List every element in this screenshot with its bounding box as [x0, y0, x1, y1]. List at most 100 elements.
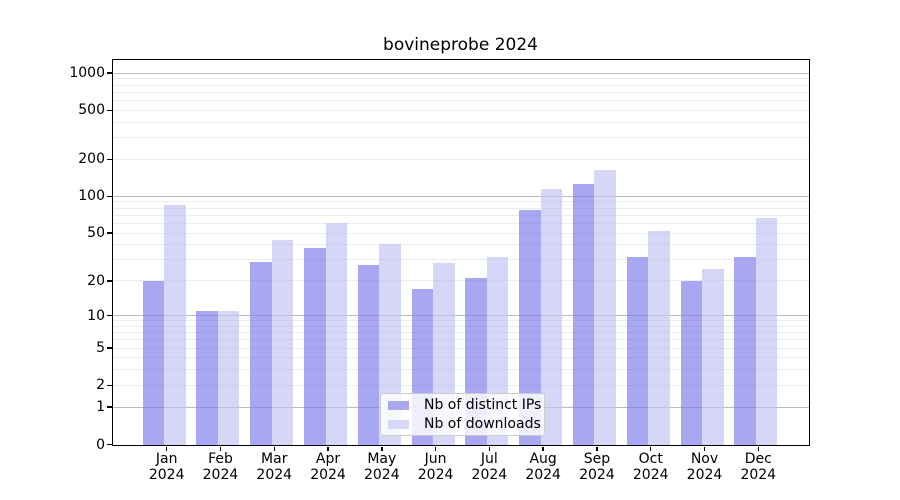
y-tick-label: 50 [87, 225, 105, 242]
gridline-minor [112, 201, 809, 203]
gridline-minor [112, 214, 809, 216]
x-tick-mark [596, 446, 598, 451]
y-tick-label: 1000 [69, 65, 105, 82]
gridline-minor [112, 244, 809, 246]
x-tick-mark [703, 446, 706, 451]
y-tick-mark [107, 109, 112, 111]
bar-distinct-ips [572, 183, 595, 445]
gridline-minor [112, 78, 809, 80]
bar-downloads [702, 269, 724, 445]
x-tick-mark [542, 446, 544, 451]
x-tick-label: Jul 2024 [471, 451, 508, 483]
gridline-minor [112, 121, 809, 123]
y-tick-label: 100 [78, 188, 105, 205]
y-tick-mark [107, 280, 112, 282]
y-tick-mark [107, 195, 112, 198]
y-tick-label: 1 [96, 399, 105, 416]
x-tick-label: Aug 2024 [525, 451, 561, 483]
x-tick-label: Jun 2024 [417, 451, 454, 483]
y-tick-label: 20 [87, 272, 105, 289]
gridline-minor [112, 207, 809, 209]
gridline-minor [112, 84, 809, 86]
gridline-minor [112, 222, 809, 224]
bar-downloads [755, 217, 778, 445]
x-tick-mark [757, 446, 760, 451]
y-tick-mark [107, 406, 112, 408]
x-tick-mark [381, 446, 383, 451]
x-tick-label: Dec 2024 [740, 451, 777, 483]
gridline-minor [112, 357, 809, 359]
plot-area [111, 59, 810, 446]
legend-label: Nb of distinct IPs [424, 397, 542, 413]
y-tick-label: 2 [96, 377, 105, 394]
bar-downloads [594, 169, 616, 445]
bar-distinct-ips [250, 261, 272, 445]
gridline-minor [112, 137, 809, 139]
bar-distinct-ips [734, 256, 756, 445]
y-tick-mark [107, 384, 112, 387]
bar-downloads [540, 189, 563, 445]
gridline-minor [112, 259, 809, 261]
gridline-minor [112, 332, 809, 334]
bar-distinct-ips [519, 209, 541, 445]
x-tick-label: Sep 2024 [579, 451, 615, 483]
x-tick-label: Nov 2024 [686, 451, 723, 483]
x-tick-label: Feb 2024 [202, 451, 239, 483]
legend: Nb of distinct IPs Nb of downloads [380, 393, 545, 436]
y-tick-mark [107, 158, 112, 161]
chart-title: bovineprobe 2024 [383, 35, 538, 55]
x-tick-mark [273, 446, 275, 451]
gridline-minor [112, 280, 809, 282]
x-tick-label: Oct 2024 [632, 451, 669, 483]
bar-distinct-ips [304, 247, 326, 445]
gridline-minor [112, 369, 809, 371]
x-tick-label: May 2024 [363, 451, 400, 483]
x-tick-mark [165, 446, 168, 451]
bar-downloads [217, 310, 240, 445]
bar-downloads [648, 231, 670, 445]
gridline-major [112, 195, 809, 197]
x-tick-label: Apr 2024 [310, 451, 346, 483]
y-tick-label: 5 [96, 340, 105, 357]
gridline-minor [112, 384, 809, 386]
bar-downloads [271, 239, 294, 445]
gridline-minor [112, 347, 809, 349]
gridline-minor [112, 339, 809, 341]
x-tick-mark [327, 446, 329, 451]
x-tick-mark [219, 446, 222, 451]
y-tick-mark [107, 72, 112, 74]
bar-distinct-ips [680, 280, 702, 445]
legend-label: Nb of downloads [424, 416, 541, 432]
gridline-minor [112, 91, 809, 93]
x-tick-label: Mar 2024 [256, 451, 293, 483]
gridline-major [112, 72, 809, 74]
gridline-major [112, 315, 809, 317]
x-tick-label: Jan 2024 [148, 451, 185, 483]
bar-distinct-ips [626, 256, 649, 445]
legend-item-downloads: Nb of downloads [381, 416, 544, 432]
legend-swatch-downloads [388, 419, 409, 429]
y-tick-mark [107, 443, 112, 446]
x-tick-mark [488, 446, 491, 451]
y-tick-label: 200 [78, 151, 105, 168]
bar-downloads [164, 205, 186, 445]
gridline-minor [112, 320, 809, 322]
legend-swatch-distinct-ips [388, 400, 409, 410]
y-tick-label: 500 [78, 102, 105, 119]
bar-downloads [325, 222, 348, 445]
x-tick-mark [434, 446, 437, 451]
gridline-minor [112, 99, 809, 101]
legend-item-distinct-ips: Nb of distinct IPs [381, 397, 544, 413]
y-tick-label: 10 [87, 307, 105, 324]
y-tick-mark [107, 232, 112, 234]
y-tick-label: 0 [96, 436, 105, 453]
bar-distinct-ips [357, 265, 380, 445]
x-tick-mark [649, 446, 652, 451]
gridline-minor [112, 158, 809, 160]
y-tick-mark [107, 314, 112, 317]
bar-distinct-ips [142, 280, 165, 445]
gridline-minor [112, 109, 809, 111]
gridline-minor [112, 232, 809, 234]
bar-distinct-ips [196, 310, 218, 445]
